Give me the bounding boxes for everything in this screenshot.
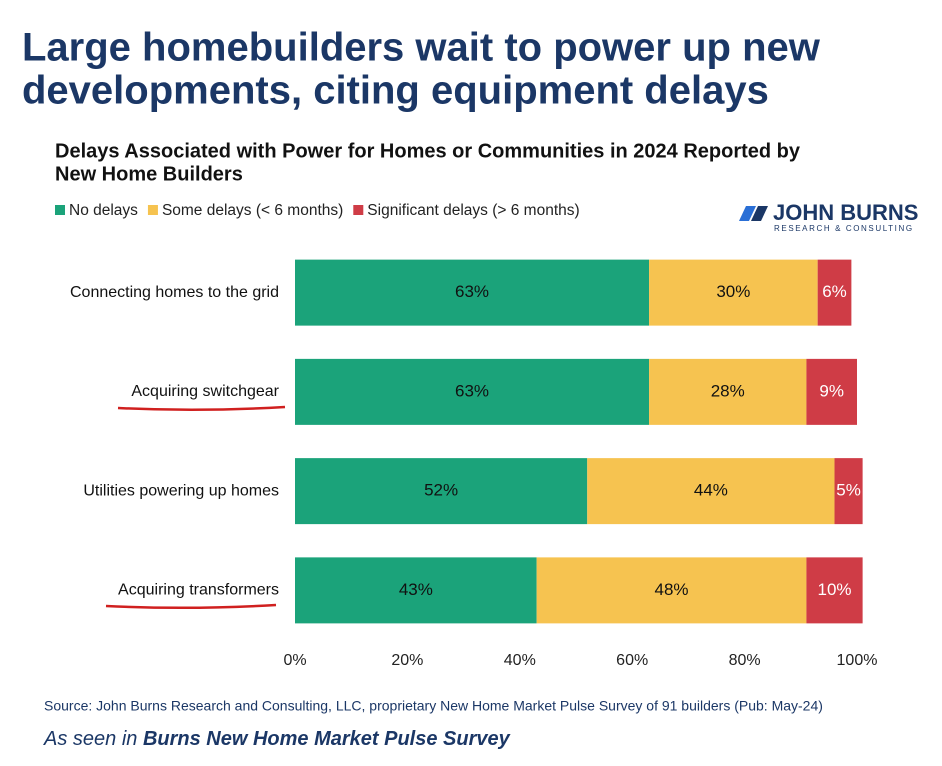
category-label: Connecting homes to the grid — [70, 284, 279, 301]
legend-swatch — [147, 205, 158, 215]
bar-segment — [817, 259, 852, 326]
legend-label: Some delays (< 6 months) — [162, 202, 343, 219]
x-tick-label: 80% — [729, 652, 761, 669]
chart-title: Delays Associated with Power for Homes o… — [55, 140, 801, 162]
bar-segment — [295, 259, 650, 326]
value-label: 63% — [455, 381, 489, 400]
legend-swatch — [353, 205, 364, 215]
bar-segment — [587, 458, 835, 525]
value-label: 52% — [424, 481, 458, 500]
logo-mark — [751, 206, 768, 221]
legend-label: Significant delays (> 6 months) — [367, 202, 579, 219]
bar-segment — [649, 259, 818, 326]
bar-segment — [649, 358, 807, 425]
legend-swatch — [55, 205, 65, 215]
x-tick-label: 0% — [283, 652, 306, 669]
bar-segment — [295, 557, 537, 624]
logo-name: JOHN BURNS — [773, 200, 918, 225]
value-label: 44% — [694, 481, 728, 500]
x-tick-label: 40% — [504, 652, 536, 669]
value-label: 43% — [399, 580, 433, 599]
headline: Large homebuilders wait to power up new — [22, 26, 821, 70]
value-label: 9% — [819, 381, 844, 400]
bar-segment — [834, 458, 863, 525]
plot: 0% 20% 40% 60% 80% 100% Connecting homes to th… — [70, 259, 878, 669]
source: Source: John Burns Research and Consulti… — [44, 698, 823, 714]
value-label: 30% — [716, 282, 750, 301]
bar-segment — [295, 458, 588, 525]
value-label: 6% — [822, 282, 847, 301]
logo-mark — [739, 206, 756, 221]
category-label: Acquiring switchgear — [131, 383, 279, 400]
value-label: 10% — [818, 580, 852, 599]
logo-tagline: RESEARCH & CONSULTING — [774, 224, 914, 233]
underline — [105, 603, 277, 610]
footnote-emphasis: Burns New Home Market Pulse Survey — [143, 728, 511, 750]
headline: developments, citing equipment delays — [22, 69, 769, 113]
x-tick-label: 20% — [391, 652, 423, 669]
value-label: 63% — [455, 282, 489, 301]
bar-segment — [295, 358, 650, 425]
bar-segment — [806, 557, 863, 624]
value-label: 48% — [655, 580, 689, 599]
legend: No delays Some delays (< 6 months) Signifi… — [55, 202, 580, 219]
value-label: 5% — [836, 481, 861, 500]
x-tick-label: 60% — [616, 652, 648, 669]
value-label: 28% — [711, 381, 745, 400]
legend-label: No delays — [69, 202, 138, 219]
x-tick-label: 100% — [837, 652, 878, 669]
category-label: Utilities powering up homes — [83, 482, 279, 499]
footnote: As seen in Burns New Home Market Pulse S… — [43, 728, 511, 750]
logo: JOHN BURNS RESEARCH & CONSULTING — [739, 200, 918, 233]
bar-segment — [806, 358, 857, 425]
category-label: Acquiring transformers — [118, 582, 279, 599]
bar-segment — [536, 557, 807, 624]
footnote-prefix: As seen in — [43, 728, 137, 750]
chart-title: New Home Builders — [55, 163, 243, 185]
underline — [117, 405, 286, 412]
